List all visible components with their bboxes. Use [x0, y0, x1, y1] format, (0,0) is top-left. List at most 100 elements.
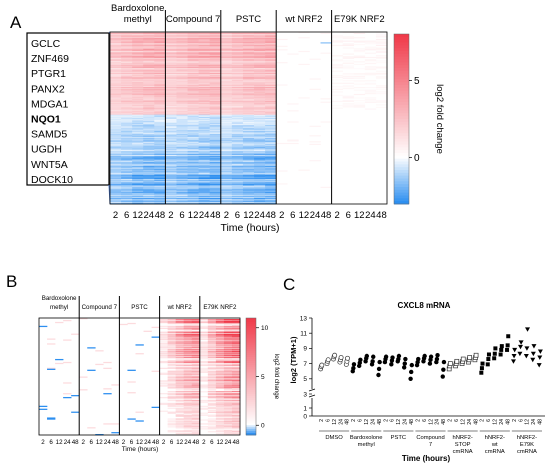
heatmap-cell [183, 371, 193, 373]
heatmap-cell [165, 142, 177, 144]
heatmap-cell [121, 121, 133, 123]
heatmap-cell [132, 139, 144, 141]
y-tick-label: 0 [303, 413, 307, 420]
heatmap-cell [353, 106, 366, 108]
heatmap-cell [242, 114, 255, 116]
heatmap-cell [165, 112, 177, 114]
heatmap-cell [110, 163, 122, 165]
heatmap-cell [175, 375, 185, 377]
heatmap-cell [121, 105, 133, 107]
heatmap-cell [254, 171, 266, 173]
heatmap-cell [176, 90, 188, 92]
heatmap-cell [176, 139, 188, 141]
heatmap-cell [121, 164, 133, 166]
heatmap-cell [265, 55, 277, 57]
heatmap-cell [183, 376, 193, 378]
time-tick: 48 [377, 419, 383, 425]
data-point [479, 366, 484, 371]
heatmap-cell [187, 194, 199, 196]
heatmap-cell [242, 179, 255, 181]
colorbar-step [394, 73, 409, 77]
heatmap-cell [110, 93, 122, 95]
heatmap-cell [132, 54, 144, 56]
heatmap-cell [223, 377, 233, 379]
heatmap-cell [154, 109, 166, 111]
heatmap-cell [167, 424, 176, 426]
heatmap-cell [154, 66, 166, 68]
heatmap-cell [143, 167, 155, 170]
heatmap-cell [242, 81, 255, 84]
heatmap-cell [191, 403, 201, 406]
heatmap-cell [254, 142, 266, 145]
heatmap-cell [187, 131, 199, 133]
heatmap-cell [132, 62, 144, 64]
heatmap-cell [242, 93, 255, 95]
heatmap-cell [132, 182, 144, 184]
heatmap-cell [132, 187, 144, 189]
heatmap-cell [254, 48, 266, 50]
heatmap-cell [198, 121, 211, 123]
heatmap-cell [135, 420, 144, 422]
heatmap-cell [231, 371, 241, 373]
heatmap-cell [175, 405, 185, 408]
heatmap-cell [207, 347, 217, 349]
heatmap-cell [231, 173, 244, 176]
heatmap-cell [143, 152, 155, 154]
heatmap-cell [167, 412, 176, 414]
heatmap-cell [209, 68, 222, 71]
heatmap-cell [231, 95, 244, 97]
heatmap-cell [231, 97, 244, 99]
heatmap-cell [121, 107, 133, 109]
heatmap-cell [183, 353, 193, 355]
heatmap-cell [110, 55, 122, 57]
heatmap-cell [220, 50, 233, 53]
heatmap-cell [209, 35, 222, 37]
colorbar-step [394, 76, 409, 80]
heatmap-cell [175, 361, 185, 364]
heatmap-cell [375, 60, 388, 62]
heatmap-cell [175, 333, 185, 335]
heatmap-cell [198, 145, 211, 147]
heatmap-cell [242, 41, 255, 43]
heatmap-cell [265, 94, 277, 96]
colorbar-step [246, 382, 256, 385]
heatmap-cell [199, 401, 209, 404]
heatmap-cell [167, 426, 176, 428]
heatmap-cell [110, 41, 122, 43]
heatmap-cell [110, 147, 122, 149]
heatmap-cell [121, 45, 133, 47]
heatmap-cell [110, 152, 122, 154]
heatmap-cell [143, 35, 155, 37]
heatmap-cell [254, 114, 266, 116]
heatmap-cell [353, 56, 366, 59]
heatmap-cell [254, 194, 266, 196]
heatmap-cell [198, 154, 211, 157]
heatmap-cell [220, 118, 233, 121]
heatmap-cell [220, 131, 233, 133]
heatmap-cell [198, 119, 211, 121]
heatmap-cell [231, 165, 244, 167]
heatmap-cell [110, 57, 122, 59]
heatmap-cell [176, 79, 188, 81]
heatmap-cell [132, 169, 144, 171]
heatmap-cell [209, 201, 222, 203]
heatmap-cell [331, 44, 343, 47]
heatmap-cell [154, 178, 166, 180]
heatmap-cell [209, 78, 222, 80]
heatmap-cell [265, 129, 277, 131]
group-label: 7 [429, 442, 432, 448]
heatmap-cell [254, 93, 266, 95]
heatmap-cell [165, 77, 177, 79]
heatmap-cell [167, 371, 176, 373]
heatmap-cell [176, 197, 188, 199]
heatmap-cell [176, 86, 188, 88]
heatmap-cell [187, 94, 199, 96]
heatmap-cell [209, 179, 222, 182]
heatmap-cell [165, 168, 177, 170]
heatmap-cell [215, 343, 225, 345]
heatmap-cell [231, 346, 241, 348]
heatmap-cell [254, 173, 266, 175]
heatmap-cell [198, 62, 211, 64]
heatmap-cell [176, 93, 188, 95]
heatmap-cell [47, 418, 56, 420]
